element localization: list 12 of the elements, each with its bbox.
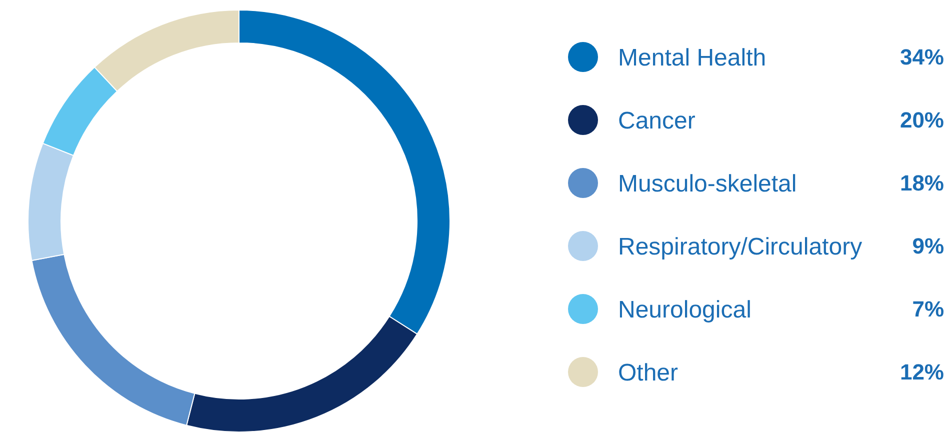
legend-label: Cancer [618,107,696,134]
legend-label: Mental Health [618,44,766,72]
data-label: 34% [900,44,944,70]
legend-label: Neurological [618,296,752,324]
legend-label: Respiratory/Circulatory [618,233,862,260]
data-label: 7% [912,296,944,322]
data-label: 20% [900,108,944,133]
legend-label: Musculo-skeletal [618,170,797,198]
data-label: 18% [900,170,944,196]
data-label: 12% [900,360,944,385]
legend-label: Other [618,359,678,386]
data-label: 9% [912,234,944,259]
